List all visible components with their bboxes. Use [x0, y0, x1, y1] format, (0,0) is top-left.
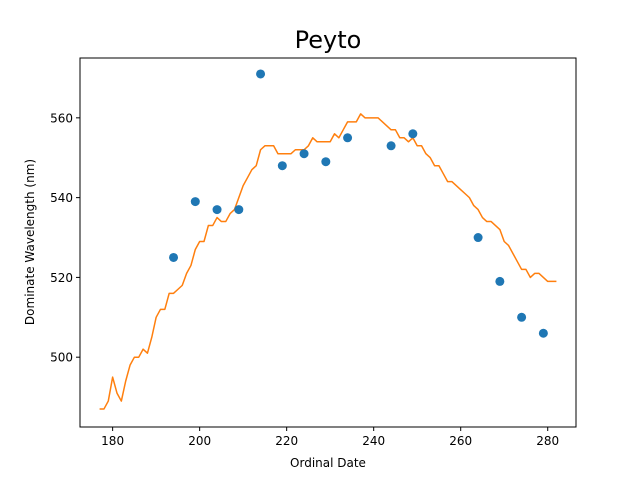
scatter-point: [234, 205, 244, 215]
scatter-point: [277, 161, 287, 171]
scatter-point: [299, 149, 309, 159]
y-axis-label: Dominate Wavelength (nm): [23, 159, 37, 325]
scatter-point: [190, 197, 200, 207]
plot-area-frame: [79, 57, 577, 428]
scatter-point: [343, 133, 353, 143]
x-tick-label: 260: [449, 434, 472, 448]
scatter-point: [517, 312, 527, 322]
x-tick-label: 180: [101, 434, 124, 448]
y-tick-label: 500: [50, 351, 73, 365]
series-line: [99, 113, 557, 410]
x-tick-label: 280: [536, 434, 559, 448]
x-axis-label: Ordinal Date: [290, 456, 366, 470]
x-tick-label: 220: [275, 434, 298, 448]
y-tick-label: 560: [50, 111, 73, 125]
x-tick-label: 240: [362, 434, 385, 448]
scatter-point: [386, 141, 396, 151]
scatter-point: [321, 157, 331, 167]
plot-marks: [99, 69, 557, 410]
y-tick-label: 540: [50, 191, 73, 205]
chart-title: Peyto: [295, 26, 362, 54]
scatter-point: [538, 328, 548, 338]
scatter-point: [256, 69, 266, 79]
scatter-point: [169, 252, 179, 262]
y-axis-ticks: 500 520 540 560: [50, 111, 80, 365]
scatter-point: [408, 129, 418, 139]
x-axis-ticks: 180 200 220 240 260 280: [101, 427, 559, 448]
scatter-point: [212, 205, 222, 215]
scatter-point: [473, 233, 483, 243]
y-tick-label: 520: [50, 271, 73, 285]
scatter-point: [495, 276, 505, 286]
x-tick-label: 200: [188, 434, 211, 448]
